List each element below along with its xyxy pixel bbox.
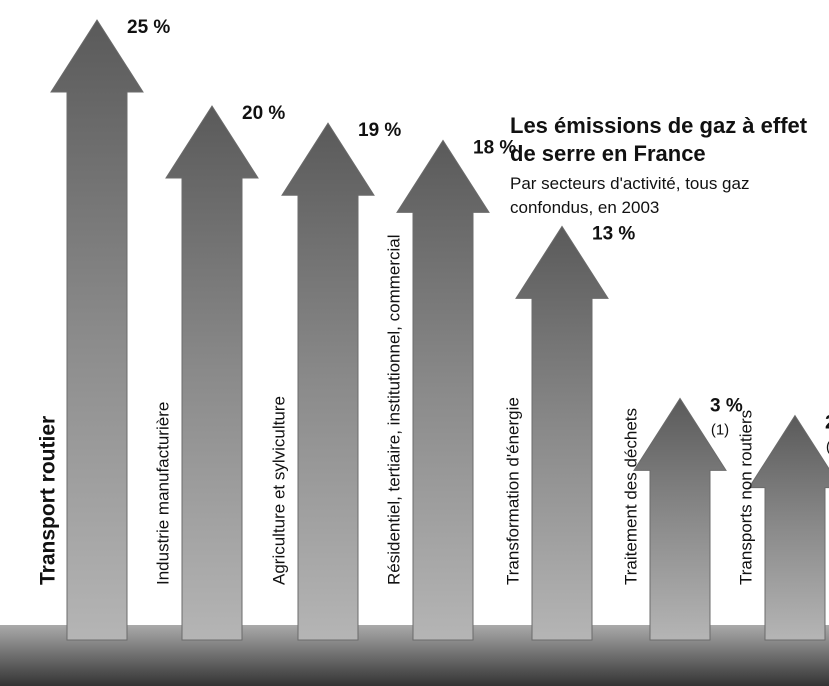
arrow bbox=[166, 106, 258, 640]
arrow bbox=[282, 123, 374, 640]
page: Transport routier 25 % Industrie manufactu… bbox=[0, 0, 829, 686]
value-label: 25 % bbox=[127, 17, 170, 38]
category-label: Résidentiel, tertiaire, institutionnel, … bbox=[384, 234, 403, 585]
note: (1) bbox=[711, 421, 729, 438]
value-label: 2 % bbox=[825, 413, 829, 434]
category-label: Transports non routiers bbox=[736, 410, 755, 585]
category-label: Transformation d'énergie bbox=[503, 397, 522, 585]
value-label: 13 % bbox=[592, 223, 635, 244]
category-label: Traitement des déchets bbox=[621, 408, 640, 585]
arrow bbox=[51, 20, 143, 640]
arrow bbox=[749, 416, 829, 640]
category-label: Transport routier bbox=[37, 416, 60, 585]
chart-title: Les émissions de gaz à effet de serre en… bbox=[510, 112, 820, 168]
arrow bbox=[516, 226, 608, 640]
chart: Transport routier 25 % Industrie manufactu… bbox=[0, 0, 829, 686]
value-label: 20 % bbox=[242, 103, 285, 124]
category-label: Industrie manufacturière bbox=[153, 402, 172, 585]
chart-subtitle: Par secteurs d'activité, tous gaz confon… bbox=[510, 172, 800, 220]
arrow bbox=[397, 140, 489, 640]
category-label: Agriculture et sylviculture bbox=[269, 396, 288, 585]
value-label: 19 % bbox=[358, 120, 401, 141]
